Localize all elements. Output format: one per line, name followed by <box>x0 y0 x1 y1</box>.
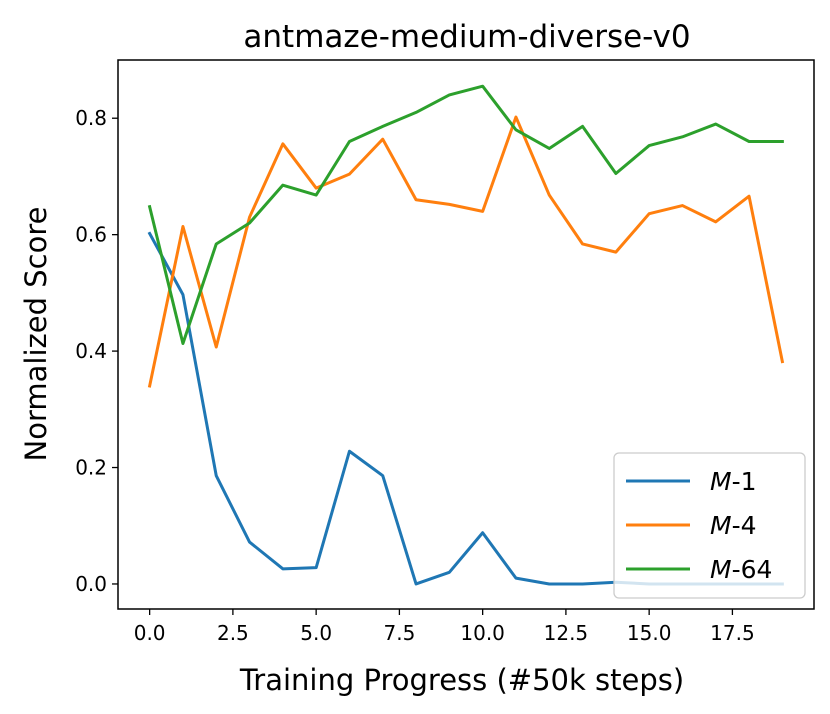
x-tick-label: 15.0 <box>627 621 672 645</box>
chart-title: antmaze-medium-diverse-v0 <box>243 19 690 55</box>
legend-entry: M-64 <box>710 555 772 584</box>
x-tick-label: 5.0 <box>300 621 332 645</box>
series-line-m-64 <box>147 84 784 346</box>
legend-entry: M-1 <box>710 467 757 496</box>
x-tick-label: 2.5 <box>217 621 249 645</box>
y-tick-label: 0.0 <box>75 572 107 596</box>
y-tick-label: 0.2 <box>75 456 107 480</box>
axis-ticks: 0.0 2.5 5.0 7.5 10.0 12.5 15.0 17.5 0.0 0.2 0.4 0.6… <box>75 106 754 645</box>
y-tick-label: 0.6 <box>75 223 107 247</box>
x-tick-label: 10.0 <box>460 621 505 645</box>
x-tick-label: 12.5 <box>544 621 589 645</box>
y-axis-label: Normalized Score <box>19 207 53 462</box>
series-line-m-4 <box>147 115 785 388</box>
x-axis-label: Training Progress (#50k steps) <box>239 663 684 697</box>
legend-box <box>613 452 806 599</box>
x-tick-label: 0.0 <box>134 621 166 645</box>
y-tick-label: 0.8 <box>75 106 107 130</box>
x-tick-label: 7.5 <box>383 621 415 645</box>
y-tick-label: 0.4 <box>75 339 107 363</box>
legend-entry: M-4 <box>710 511 757 540</box>
axes-frame <box>117 59 815 610</box>
x-tick-label: 17.5 <box>710 621 755 645</box>
legend: M-1 M-4 M-64 <box>613 452 806 599</box>
